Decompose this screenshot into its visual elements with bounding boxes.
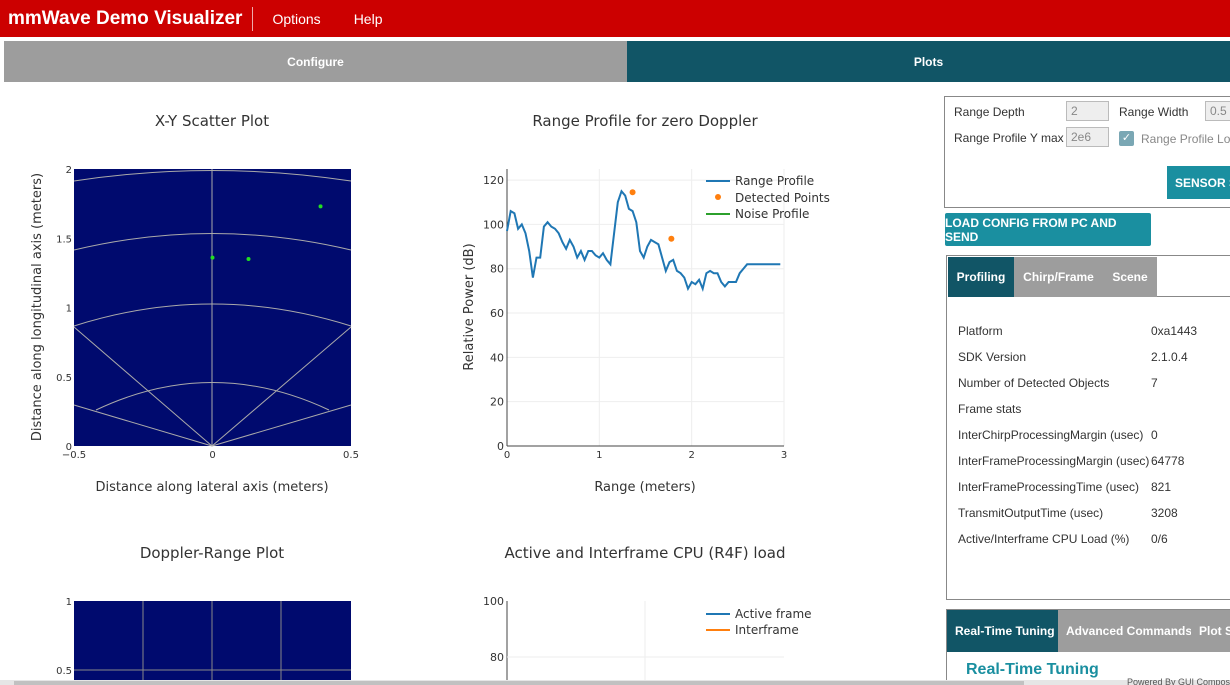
stat-value: 64778	[1151, 454, 1185, 468]
detected-point	[668, 235, 675, 242]
doppler-title: Doppler-Range Plot	[140, 544, 284, 562]
scatter-point	[210, 255, 215, 260]
stat-label: InterChirpProcessingMargin (usec)	[958, 428, 1144, 442]
range-profile-ymax-input[interactable]: 2e6	[1066, 127, 1109, 147]
range-depth-input[interactable]: 2	[1066, 101, 1109, 121]
scrollbar-thumb[interactable]	[14, 681, 1024, 685]
load-config-button[interactable]: LOAD CONFIG FROM PC AND SEND	[945, 213, 1151, 246]
range-ytick: 100	[483, 218, 504, 231]
range-xtick: 2	[688, 450, 694, 461]
range-xtick: 1	[596, 450, 602, 461]
stat-value: 3208	[1151, 506, 1178, 520]
scatter-ytick: 0.5	[56, 373, 72, 384]
range-ytick: 60	[490, 307, 504, 320]
range-width-label: Range Width	[1119, 105, 1189, 119]
stat-label: Active/Interframe CPU Load (%)	[958, 532, 1130, 546]
scatter-ytick: 1.5	[56, 234, 72, 245]
profiling-panel: Profiling Chirp/Frame Scene Platform 0xa1…	[946, 255, 1230, 600]
mode-tabs: Configure Plots	[4, 41, 1230, 82]
doppler-ytick-0-5: 0.5	[56, 666, 72, 677]
tab-scene[interactable]: Scene	[1103, 257, 1157, 297]
stat-value: 7	[1151, 376, 1158, 390]
sensor-start-button[interactable]: SENSOR S	[1167, 166, 1230, 199]
realtime-panel: Real-Time Tuning Advanced Commands Plot …	[946, 609, 1230, 685]
scatter-range-arcs	[73, 169, 352, 447]
legend-detected-points: Detected Points	[735, 191, 830, 205]
scatter-ytick: 1	[66, 304, 72, 315]
cpu-ytick-100: 100	[483, 595, 504, 608]
range-ylabel: Relative Power (dB)	[462, 243, 477, 370]
stat-label: InterFrameProcessingMargin (usec)	[958, 454, 1150, 468]
tab-profiling[interactable]: Profiling	[948, 257, 1014, 297]
range-xlabel: Range (meters)	[594, 480, 695, 495]
range-profile-plot: Range Profile for zero Doppler 0 1 2 3 0 20 4…	[462, 112, 830, 495]
range-ytick: 80	[490, 263, 504, 276]
range-ytick: 20	[490, 396, 504, 409]
scatter-xtick: 0	[209, 450, 215, 461]
stat-label: SDK Version	[958, 350, 1027, 364]
stat-label: InterFrameProcessingTime (usec)	[958, 480, 1139, 494]
range-legend: Range Profile Detected Points Noise Prof…	[706, 174, 830, 221]
cpu-title: Active and Interframe CPU (R4F) load	[504, 544, 785, 562]
cpu-ytick-80: 80	[490, 651, 504, 664]
stat-value: 0xa1443	[1151, 324, 1198, 338]
range-profile-log-checkbox[interactable]: ✓	[1119, 131, 1134, 146]
scatter-point	[246, 257, 251, 262]
range-xtick: 0	[504, 450, 510, 461]
range-profile-ymax-label: Range Profile Y max	[954, 131, 1064, 145]
scatter-xtick: −0.5	[62, 450, 86, 461]
scatter-xlabel: Distance along lateral axis (meters)	[95, 480, 328, 495]
tab-strip-divider	[1157, 296, 1230, 297]
menu-options[interactable]: Options	[272, 10, 321, 27]
range-ytick: 0	[497, 440, 504, 453]
legend-range-profile: Range Profile	[735, 174, 814, 188]
scatter-xtick: 0.5	[343, 450, 359, 461]
tab-plots[interactable]: Plots	[627, 41, 1230, 82]
scatter-title: X-Y Scatter Plot	[155, 112, 269, 130]
stat-label: TransmitOutputTime (usec)	[958, 506, 1104, 520]
stat-value: 0	[1151, 428, 1158, 442]
stat-label: Number of Detected Objects	[958, 376, 1110, 390]
tab-real-time-tuning[interactable]: Real-Time Tuning	[947, 610, 1058, 652]
range-depth-label: Range Depth	[954, 105, 1025, 119]
scatter-ytick: 0	[66, 442, 72, 453]
range-width-input[interactable]: 0.5	[1205, 101, 1230, 121]
scatter-point	[318, 204, 323, 209]
range-ytick: 40	[490, 351, 504, 364]
range-profile-log-label: Range Profile Lo	[1141, 132, 1230, 146]
legend-interframe: Interframe	[735, 623, 799, 637]
legend-noise-profile: Noise Profile	[735, 207, 809, 221]
doppler-range-plot: Doppler-Range Plot 1 0.5	[56, 544, 351, 680]
tab-configure[interactable]: Configure	[4, 41, 627, 82]
range-title: Range Profile for zero Doppler	[532, 112, 758, 130]
detected-point	[629, 189, 636, 196]
stat-label: Frame stats	[958, 402, 1022, 416]
scatter-ytick: 2	[66, 165, 72, 176]
app-title: mmWave Demo Visualizer	[0, 6, 254, 31]
range-xtick: 3	[781, 450, 787, 461]
powered-by-footer: Powered By GUI Composer™	[1127, 677, 1230, 685]
top-bar: mmWave Demo Visualizer Options Help	[0, 0, 1230, 37]
stat-label: Platform	[958, 324, 1003, 338]
realtime-heading: Real-Time Tuning	[966, 661, 1099, 678]
range-ytick: 120	[483, 174, 504, 187]
cpu-load-plot: Active and Interframe CPU (R4F) load 100…	[483, 544, 812, 680]
scatter-ylabel: Distance along longitudinal axis (meters…	[30, 173, 45, 441]
stat-value: 0/6	[1151, 532, 1168, 546]
range-profile-line	[506, 189, 781, 292]
tab-advanced-commands[interactable]: Advanced Commands	[1058, 610, 1192, 652]
plot-settings-panel: Range Depth 2 Range Width 0.5 Range Prof…	[944, 96, 1230, 208]
tab-plot-settings[interactable]: Plot S	[1191, 610, 1230, 652]
tab-chirp-frame[interactable]: Chirp/Frame	[1014, 257, 1103, 297]
xy-scatter-plot: X-Y Scatter Plot −0.5 0 0.5 00.511.52 Dist…	[30, 112, 359, 495]
doppler-ytick-1: 1	[66, 597, 72, 608]
stat-value: 2.1.0.4	[1151, 350, 1188, 364]
legend-active-frame: Active frame	[735, 607, 812, 621]
stat-value: 821	[1151, 480, 1172, 494]
menu-help[interactable]: Help	[353, 10, 383, 27]
